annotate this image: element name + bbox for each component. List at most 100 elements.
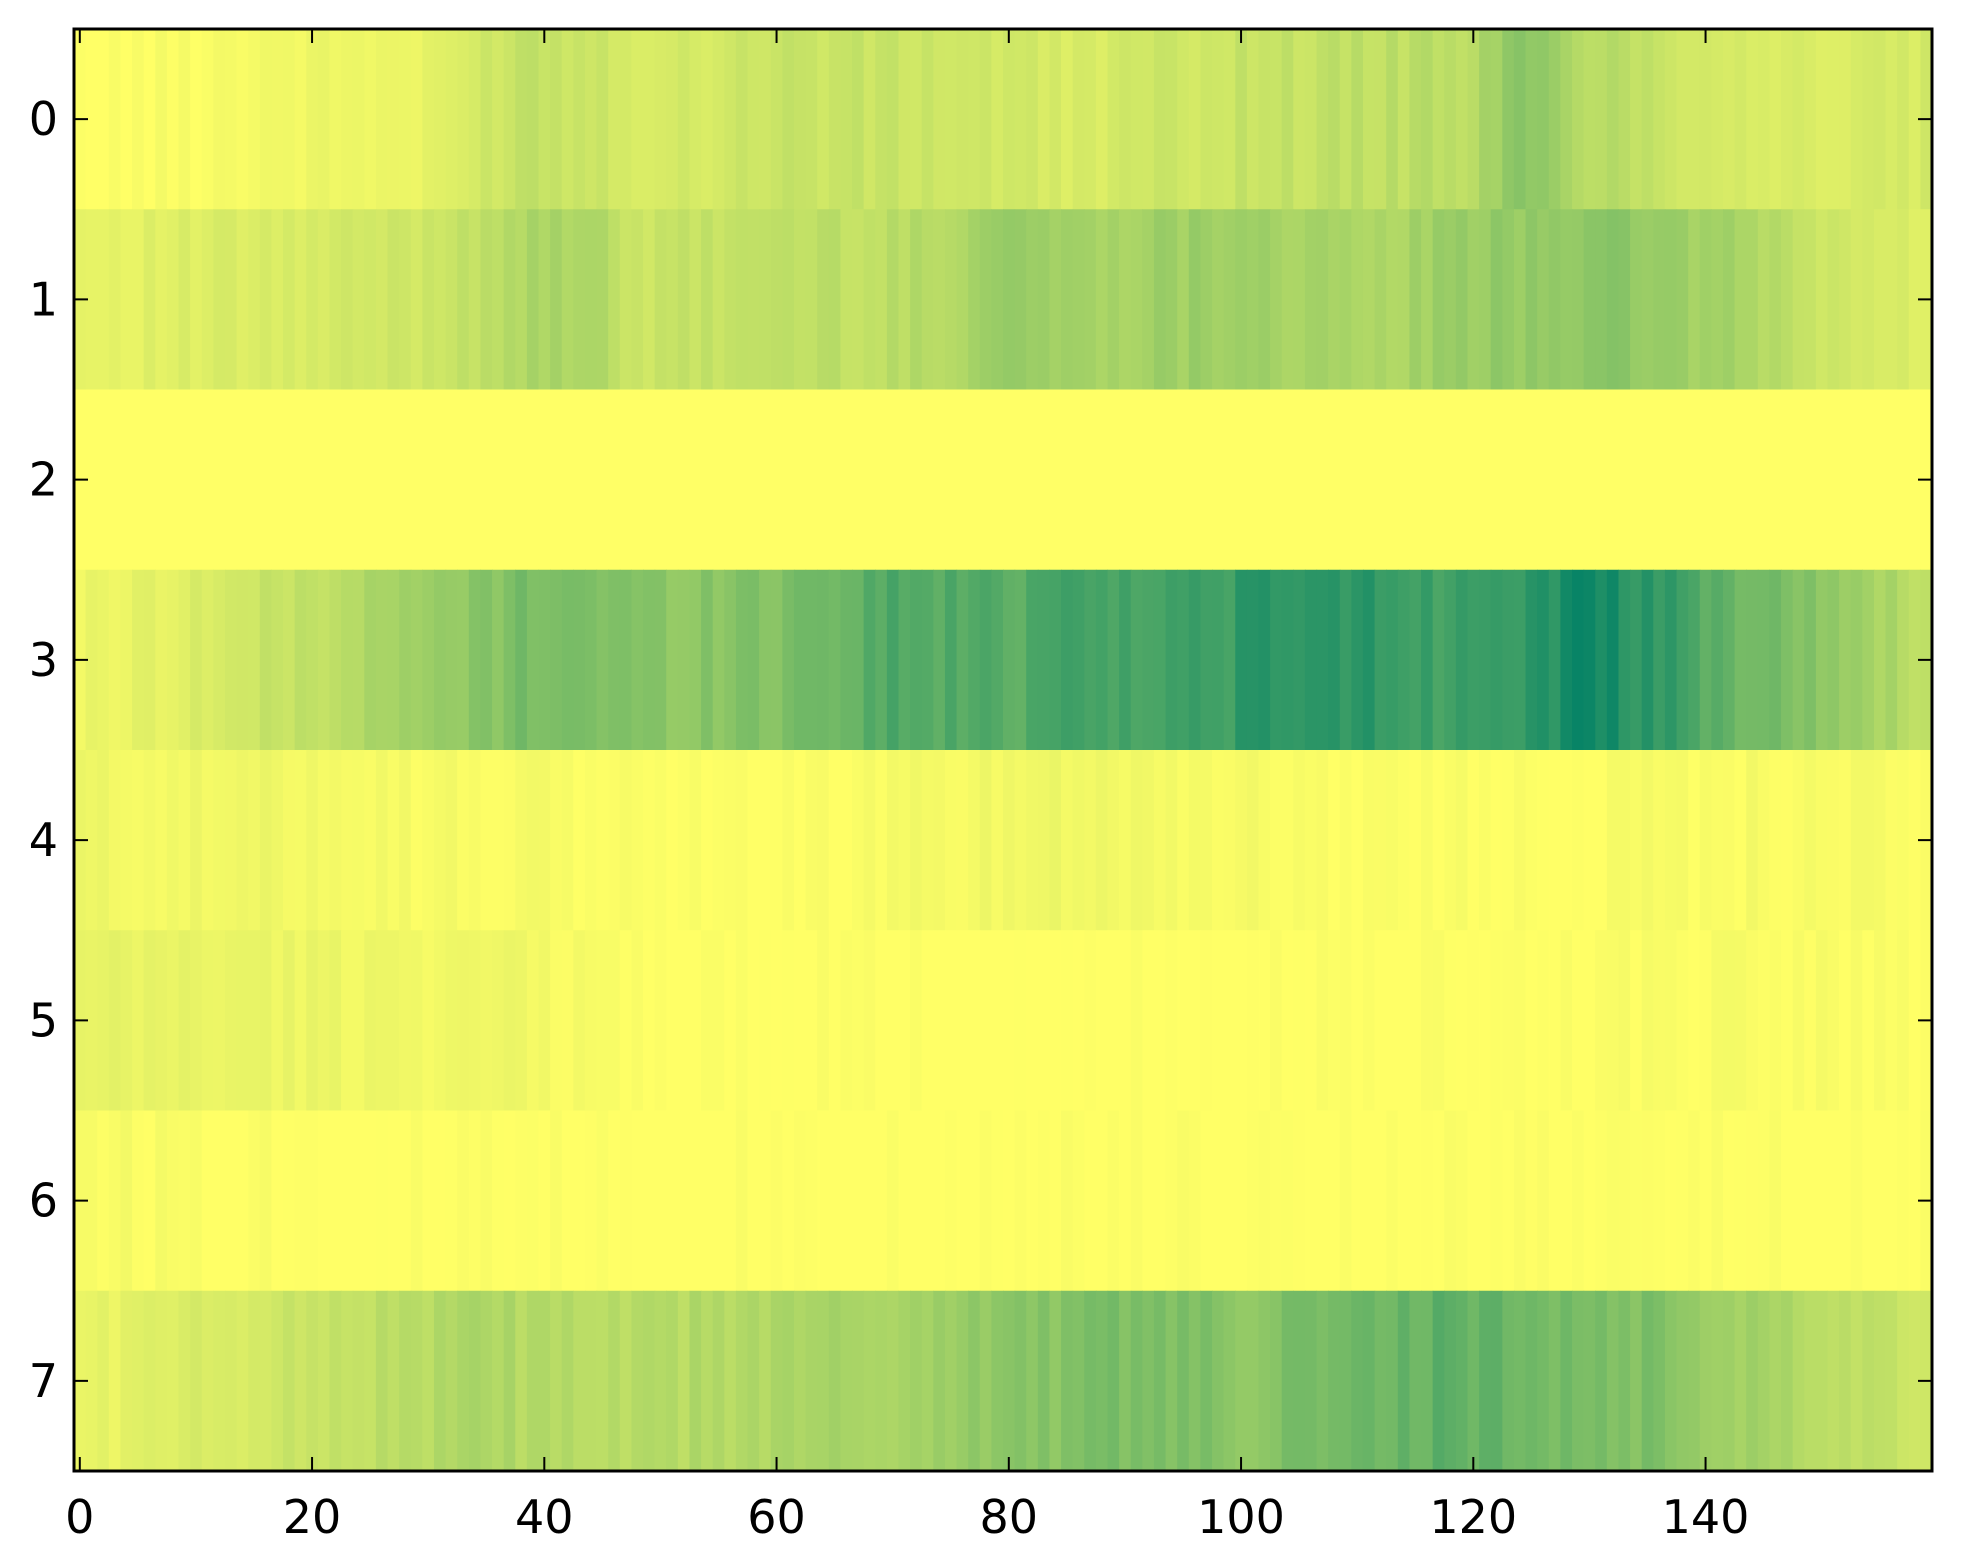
- heatmap-cell: [1177, 29, 1190, 210]
- heatmap-cell: [1177, 209, 1190, 391]
- heatmap-cell: [1734, 1110, 1747, 1292]
- heatmap-cell: [317, 1110, 331, 1292]
- heatmap-cell: [97, 209, 110, 391]
- heatmap-cell: [283, 1290, 296, 1472]
- heatmap-cell: [1188, 750, 1202, 931]
- heatmap-cell: [1374, 1290, 1387, 1472]
- heatmap-cell: [921, 1110, 934, 1292]
- heatmap-cell: [1839, 750, 1852, 931]
- heatmap-cell: [283, 569, 296, 751]
- heatmap-cell: [991, 1110, 1004, 1292]
- heatmap-cell: [1397, 930, 1411, 1112]
- heatmap-cell: [1165, 750, 1178, 931]
- heatmap-cell: [433, 1290, 447, 1472]
- heatmap-cell: [1386, 569, 1399, 751]
- heatmap-cell: [1827, 389, 1840, 571]
- heatmap-cell: [120, 750, 133, 931]
- heatmap-cell: [433, 750, 447, 931]
- heatmap-cell: [399, 1290, 412, 1472]
- heatmap-cell: [1432, 1290, 1445, 1472]
- heatmap-cell: [1572, 750, 1585, 931]
- heatmap-cell: [306, 209, 319, 391]
- heatmap-cell: [1304, 750, 1318, 931]
- heatmap-cell: [97, 389, 110, 571]
- heatmap-cell: [805, 930, 818, 1112]
- heatmap-cell: [1095, 1110, 1109, 1292]
- heatmap-cell: [1850, 569, 1863, 751]
- heatmap-cell: [1455, 209, 1469, 391]
- heatmap-cell: [619, 1290, 632, 1472]
- heatmap-cell: [979, 1110, 992, 1292]
- heatmap-cell: [1304, 569, 1318, 751]
- heatmap-cell: [271, 1110, 284, 1292]
- heatmap-cell: [735, 569, 749, 751]
- heatmap-cell: [224, 1110, 238, 1292]
- heatmap-cell: [143, 209, 156, 391]
- heatmap-cell: [1792, 569, 1805, 751]
- heatmap-cell: [1525, 1290, 1538, 1472]
- heatmap-cell: [1908, 569, 1921, 751]
- heatmap-cell: [793, 29, 807, 210]
- heatmap-cell: [1734, 209, 1747, 391]
- heatmap-cell: [1026, 930, 1039, 1112]
- heatmap-cell: [1316, 1290, 1329, 1472]
- heatmap-cell: [1223, 750, 1236, 931]
- heatmap-cell: [619, 389, 632, 571]
- heatmap-cell: [1537, 1290, 1550, 1472]
- heatmap-cell: [1293, 389, 1306, 571]
- heatmap-cell: [1862, 1290, 1875, 1472]
- heatmap-cell: [503, 1290, 516, 1472]
- heatmap-cell: [921, 750, 934, 931]
- heatmap-cell: [666, 389, 679, 571]
- heatmap-cell: [1304, 209, 1318, 391]
- heatmap-cell: [1606, 930, 1620, 1112]
- heatmap-cell: [1142, 750, 1155, 931]
- heatmap-cell: [120, 29, 133, 210]
- heatmap-cell: [1362, 569, 1376, 751]
- heatmap-cell: [863, 1290, 876, 1472]
- heatmap-cell: [422, 750, 435, 931]
- heatmap-cell: [1409, 29, 1422, 210]
- heatmap-cell: [1351, 930, 1364, 1112]
- heatmap-cell: [422, 389, 435, 571]
- heatmap-cell: [561, 1110, 574, 1292]
- y-tick-label: 4: [29, 813, 58, 867]
- heatmap-cell: [631, 389, 644, 571]
- heatmap-cell: [1107, 389, 1120, 571]
- heatmap-cell: [596, 569, 609, 751]
- heatmap-cell: [1630, 209, 1643, 391]
- heatmap-cell: [190, 209, 203, 391]
- heatmap-cell: [248, 1110, 261, 1292]
- heatmap-cell: [747, 930, 760, 1112]
- heatmap-cell: [1409, 1110, 1422, 1292]
- heatmap-cell: [1525, 389, 1538, 571]
- heatmap-cell: [259, 1110, 273, 1292]
- heatmap-cell: [910, 209, 923, 391]
- heatmap-cell: [538, 930, 551, 1112]
- heatmap-cell: [1107, 750, 1120, 931]
- heatmap-cell: [596, 750, 609, 931]
- heatmap-cell: [352, 29, 365, 210]
- heatmap-cell: [166, 29, 180, 210]
- heatmap-cell: [1246, 750, 1260, 931]
- heatmap-cell: [1444, 209, 1457, 391]
- heatmap-cell: [550, 1290, 563, 1472]
- heatmap-cell: [1606, 389, 1620, 571]
- heatmap-cell: [1537, 930, 1550, 1112]
- heatmap-cell: [1362, 930, 1376, 1112]
- heatmap-cell: [480, 29, 493, 210]
- heatmap-cell: [1676, 209, 1689, 391]
- heatmap-cell: [1328, 750, 1341, 931]
- heatmap-cell: [1479, 750, 1492, 931]
- x-tick-labels: 0 20 40 60 80 100 120 140: [65, 1490, 1749, 1544]
- heatmap-cell: [433, 389, 447, 571]
- heatmap-cell: [596, 209, 609, 391]
- heatmap-cell: [201, 1290, 214, 1472]
- heatmap-cell: [329, 29, 342, 210]
- heatmap-cell: [1212, 29, 1225, 210]
- heatmap-cell: [1421, 930, 1434, 1112]
- heatmap-cell: [1386, 1110, 1399, 1292]
- heatmap-cell: [1235, 1110, 1248, 1292]
- heatmap-cell: [1873, 209, 1887, 391]
- heatmap-cell: [933, 29, 946, 210]
